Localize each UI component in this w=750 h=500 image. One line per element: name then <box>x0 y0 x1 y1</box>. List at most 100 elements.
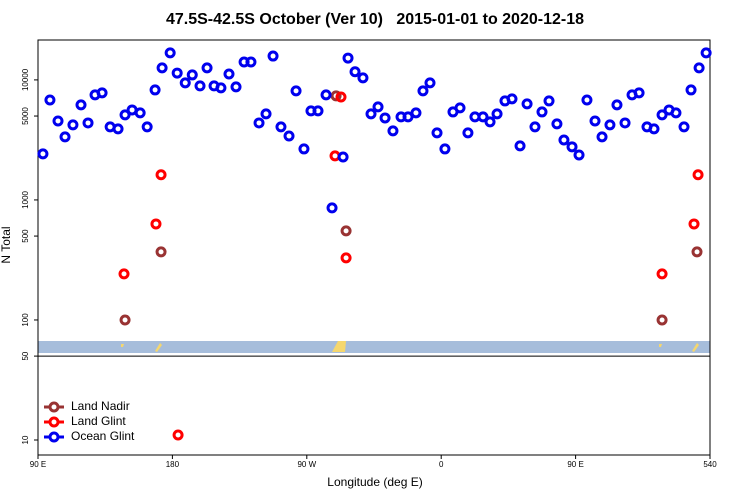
point <box>119 314 131 326</box>
point <box>693 62 705 74</box>
point <box>349 66 361 78</box>
point <box>118 268 130 280</box>
point <box>141 121 153 133</box>
point <box>431 127 443 139</box>
point <box>156 62 168 74</box>
point <box>326 202 338 214</box>
point <box>119 109 131 121</box>
point <box>260 108 272 120</box>
point <box>656 268 668 280</box>
point <box>670 107 682 119</box>
point <box>134 107 146 119</box>
point <box>688 218 700 230</box>
point <box>164 47 176 59</box>
point <box>275 121 287 133</box>
point <box>379 112 391 124</box>
point <box>194 80 206 92</box>
point <box>320 89 332 101</box>
point <box>596 131 608 143</box>
point <box>337 151 349 163</box>
legend-label: Land Nadir <box>71 399 130 413</box>
point <box>245 56 257 68</box>
y-tick-label: 50 <box>21 351 30 360</box>
y-tick-label: 1000 <box>21 190 30 208</box>
point <box>298 143 310 155</box>
point <box>179 77 191 89</box>
point <box>340 252 352 264</box>
point <box>37 148 49 160</box>
point <box>619 117 631 129</box>
point <box>96 87 108 99</box>
point <box>439 143 451 155</box>
point <box>67 119 79 131</box>
y-axis-label: N Total <box>0 226 13 263</box>
x-tick-label: 90 W <box>297 460 316 469</box>
point <box>581 94 593 106</box>
point <box>656 109 668 121</box>
series-2 <box>37 47 712 214</box>
point <box>551 118 563 130</box>
point <box>589 115 601 127</box>
legend-label: Ocean Glint <box>71 429 135 443</box>
point <box>372 101 384 113</box>
point <box>223 68 235 80</box>
point <box>424 77 436 89</box>
point <box>558 134 570 146</box>
point <box>454 102 466 114</box>
point <box>656 314 668 326</box>
point <box>59 131 71 143</box>
point <box>692 169 704 181</box>
point <box>340 225 352 237</box>
point <box>462 127 474 139</box>
y-tick-label: 10 <box>21 435 30 444</box>
point <box>186 69 198 81</box>
point <box>573 149 585 161</box>
point <box>149 84 161 96</box>
point <box>529 121 541 133</box>
point <box>201 62 213 74</box>
point <box>155 246 167 258</box>
point <box>484 116 496 128</box>
point <box>506 93 518 105</box>
point <box>691 246 703 258</box>
point <box>335 91 347 103</box>
point <box>633 87 645 99</box>
x-tick-label: 0 <box>439 460 444 469</box>
point <box>543 95 555 107</box>
x-tick-label: 90 E <box>567 460 583 469</box>
point <box>312 105 324 117</box>
x-tick-label: 180 <box>166 460 180 469</box>
point <box>253 117 265 129</box>
surface-band <box>38 341 710 353</box>
legend-label: Land Glint <box>71 414 126 428</box>
x-tick-label: 540 <box>703 460 717 469</box>
point <box>172 429 184 441</box>
point <box>491 108 503 120</box>
point <box>82 117 94 129</box>
point <box>402 111 414 123</box>
point <box>357 72 369 84</box>
point <box>342 52 354 64</box>
point <box>52 115 64 127</box>
point <box>477 111 489 123</box>
point <box>150 218 162 230</box>
y-tick-label: 500 <box>21 229 30 243</box>
y-tick-label: 10000 <box>21 68 30 91</box>
point <box>514 140 526 152</box>
point <box>215 82 227 94</box>
point <box>155 169 167 181</box>
point <box>566 141 578 153</box>
point <box>283 130 295 142</box>
legend-marker <box>48 401 60 413</box>
point <box>536 106 548 118</box>
point <box>410 107 422 119</box>
y-tick-label: 100 <box>21 313 30 327</box>
x-tick-label: 90 E <box>30 460 46 469</box>
x-axis-label: Longitude (deg E) <box>327 475 422 489</box>
point <box>611 99 623 111</box>
point <box>678 121 690 133</box>
point <box>365 108 377 120</box>
point <box>700 47 712 59</box>
y-tick-label: 5000 <box>21 107 30 125</box>
